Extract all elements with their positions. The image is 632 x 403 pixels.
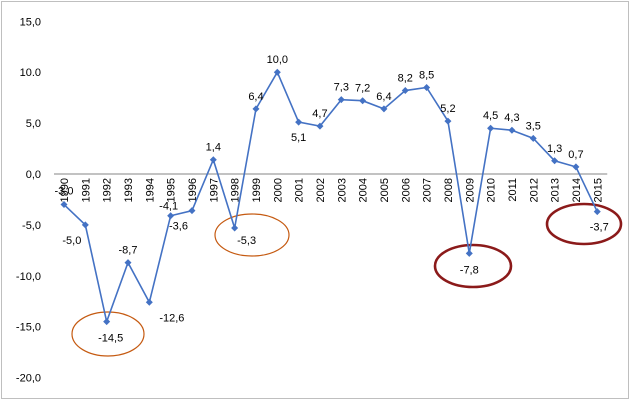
- data-point: [423, 83, 431, 91]
- x-tick-label: 2015: [592, 178, 604, 202]
- data-point: [359, 97, 367, 105]
- x-tick-label: 2003: [336, 178, 348, 202]
- data-label: 7,3: [334, 82, 349, 94]
- data-label: -4,1: [159, 201, 178, 213]
- data-label: 4,7: [312, 108, 327, 120]
- data-label: 6,4: [376, 91, 391, 103]
- data-point: [167, 212, 175, 220]
- highlight-ellipse: [545, 202, 623, 246]
- x-tick-label: 2014: [571, 178, 583, 202]
- data-point: [273, 68, 281, 76]
- data-label: -3,0: [55, 186, 74, 198]
- data-label: -7,8: [460, 264, 479, 276]
- x-tick-label: 1990: [59, 178, 71, 202]
- data-point: [401, 87, 409, 95]
- data-label: 1,4: [206, 142, 221, 154]
- x-tick-label: 2009: [464, 178, 476, 202]
- data-label: 7,2: [355, 83, 370, 95]
- series-line: [63, 70, 598, 325]
- data-point: [252, 105, 260, 113]
- y-tick-label: -15,0: [16, 322, 41, 334]
- x-tick-label: 1999: [251, 178, 263, 202]
- data-point: [380, 105, 388, 113]
- data-label: -14,5: [98, 333, 123, 345]
- x-tick-label: 2001: [294, 178, 306, 202]
- data-label: -5,0: [62, 235, 81, 247]
- y-axis-ticks: 15,0 10.0 5,0 0,0 -5,0 -10,0 -15,0 -20,0: [16, 16, 41, 384]
- x-tick-label: 2004: [358, 178, 370, 202]
- x-tick-label: 2011: [507, 178, 519, 202]
- data-point: [145, 298, 153, 306]
- data-label: 3,5: [526, 120, 541, 132]
- y-tick-label: 10.0: [20, 67, 41, 79]
- y-tick-label: -5,0: [22, 220, 41, 232]
- data-label: 8,5: [419, 69, 434, 81]
- data-point: [60, 201, 68, 209]
- data-label: 0,7: [568, 149, 583, 161]
- data-point: [81, 221, 89, 229]
- data-label: 4,5: [483, 110, 498, 122]
- data-points: [60, 68, 601, 326]
- data-label: 1,3: [547, 143, 562, 155]
- data-point: [508, 126, 516, 134]
- data-point: [487, 124, 495, 132]
- x-tick-label: 2000: [272, 178, 284, 202]
- y-tick-label: 15,0: [20, 16, 41, 28]
- data-point: [316, 122, 324, 130]
- x-tick-label: 2008: [443, 178, 455, 202]
- x-axis-ticks: 1990 1991 1992 1993 1994 1995 1996 1997 1998 1999…: [59, 178, 604, 202]
- data-point: [529, 134, 537, 142]
- highlight-ellipse: [71, 311, 145, 357]
- x-tick-label: 1991: [80, 178, 92, 202]
- y-tick-label: 0,0: [26, 169, 41, 181]
- data-label: 5,1: [291, 132, 306, 144]
- data-label: 4,3: [504, 112, 519, 124]
- data-point: [295, 118, 303, 126]
- y-tick-label: -20,0: [16, 373, 41, 385]
- x-tick-label: 2002: [315, 178, 327, 202]
- highlight-ellipse: [433, 243, 513, 289]
- data-point: [124, 259, 132, 267]
- data-label: -3,7: [590, 222, 609, 234]
- data-labels: -3,0 -5,0 -14,5 -8,7 -12,6 -4,1 -3,6 1,4 -5,3 6,4…: [55, 54, 609, 344]
- data-label: -12,6: [159, 312, 184, 324]
- data-point: [444, 117, 452, 125]
- highlight-ellipse: [214, 213, 290, 257]
- data-point: [337, 96, 345, 104]
- data-point: [209, 156, 217, 164]
- x-tick-label: 2012: [528, 178, 540, 202]
- x-tick-label: 1993: [123, 178, 135, 202]
- x-tick-label: 1992: [102, 178, 114, 202]
- data-point: [593, 208, 601, 216]
- x-tick-label: 2010: [486, 178, 498, 202]
- x-tick-label: 2007: [422, 178, 434, 202]
- x-tick-label: 1994: [144, 178, 156, 202]
- y-tick-label: -10,0: [16, 271, 41, 283]
- x-tick-label: 1998: [230, 178, 242, 202]
- data-label: -5,3: [237, 235, 256, 247]
- annotation-ellipses: [71, 202, 623, 357]
- x-tick-label: 1996: [187, 178, 199, 202]
- x-tick-label: 2013: [550, 178, 562, 202]
- data-label: 6,4: [248, 91, 263, 103]
- y-tick-label: 5,0: [26, 118, 41, 130]
- data-point: [551, 157, 559, 165]
- data-point: [572, 163, 580, 171]
- data-label: -3,6: [169, 221, 188, 233]
- data-label: 10,0: [267, 54, 288, 66]
- x-tick-label: 1997: [208, 178, 220, 202]
- data-label: -8,7: [119, 245, 138, 257]
- data-point: [465, 249, 473, 257]
- data-label: 8,2: [398, 73, 413, 85]
- x-tick-label: 1995: [166, 178, 178, 202]
- data-point: [231, 224, 239, 232]
- data-label: 5,2: [440, 103, 455, 115]
- x-tick-label: 2005: [379, 178, 391, 202]
- data-point: [103, 318, 111, 326]
- x-tick-label: 2006: [400, 178, 412, 202]
- data-point: [188, 207, 196, 215]
